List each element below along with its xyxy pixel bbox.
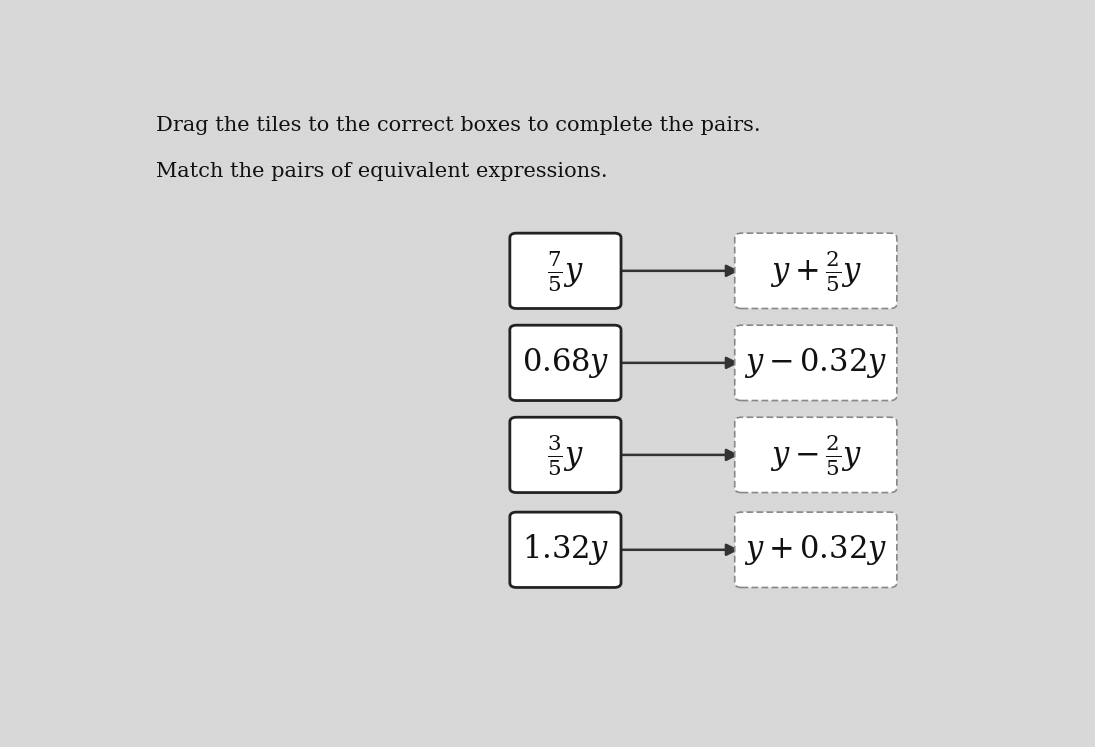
- FancyBboxPatch shape: [735, 325, 897, 400]
- FancyBboxPatch shape: [510, 418, 621, 492]
- Text: $y + 0.32y$: $y + 0.32y$: [745, 533, 887, 567]
- FancyBboxPatch shape: [735, 512, 897, 587]
- Text: $y - \frac{2}{5}y$: $y - \frac{2}{5}y$: [770, 432, 862, 478]
- Text: $0.68y$: $0.68y$: [521, 346, 609, 380]
- Text: $1.32y$: $1.32y$: [521, 533, 609, 567]
- FancyBboxPatch shape: [510, 233, 621, 309]
- Text: $\frac{7}{5}y$: $\frac{7}{5}y$: [548, 248, 584, 294]
- Text: $y + \frac{2}{5}y$: $y + \frac{2}{5}y$: [770, 248, 862, 294]
- Text: $y - 0.32y$: $y - 0.32y$: [745, 346, 887, 380]
- Text: $\frac{3}{5}y$: $\frac{3}{5}y$: [548, 432, 584, 478]
- Text: Drag the tiles to the correct boxes to complete the pairs.: Drag the tiles to the correct boxes to c…: [155, 116, 760, 134]
- FancyBboxPatch shape: [510, 325, 621, 400]
- FancyBboxPatch shape: [735, 418, 897, 492]
- FancyBboxPatch shape: [735, 233, 897, 309]
- FancyBboxPatch shape: [510, 512, 621, 587]
- Text: Match the pairs of equivalent expressions.: Match the pairs of equivalent expression…: [155, 161, 607, 181]
